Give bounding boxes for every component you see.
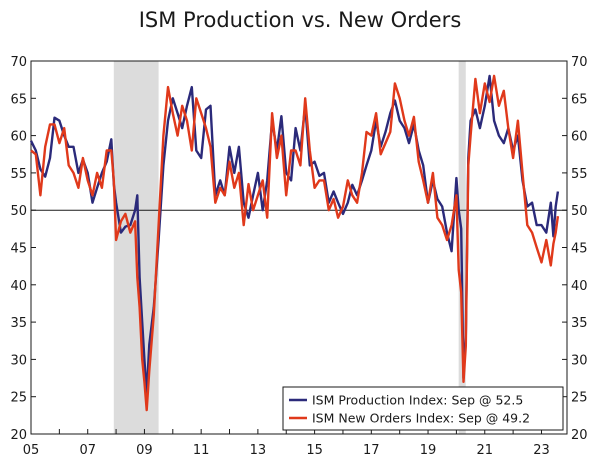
legend-label-1: ISM New Orders Index: Sep @ 49.2: [312, 411, 530, 426]
x-tick-label: 13: [250, 443, 267, 458]
y-axis-right: 20 25 30 35 40 45 50 55 60 65 70: [562, 55, 588, 443]
x-axis: 05 07 09 11 13 15 17 19 21 23: [23, 429, 550, 458]
y-tick-label-left: 20: [10, 428, 27, 443]
plot-frame: [30, 60, 568, 435]
x-tick-label: 19: [420, 443, 437, 458]
y-tick-label-left: 70: [10, 55, 27, 70]
y-tick-label-right: 50: [571, 204, 588, 219]
y-tick-label-left: 55: [10, 167, 27, 182]
y-tick-label-left: 40: [10, 279, 27, 294]
x-tick-label: 05: [23, 443, 40, 458]
x-tick-label: 15: [306, 443, 323, 458]
x-tick-label: 11: [193, 443, 210, 458]
x-tick-label: 21: [476, 443, 493, 458]
y-tick-label-left: 35: [10, 316, 27, 331]
y-tick-label-right: 35: [571, 316, 588, 331]
y-tick-label-left: 65: [10, 92, 27, 107]
series-line-1: [30, 74, 560, 412]
chart-title: ISM Production vs. New Orders: [138, 8, 462, 32]
y-tick-label-right: 30: [571, 353, 588, 368]
y-tick-label-right: 60: [571, 130, 588, 145]
y-tick-label-right: 40: [571, 279, 588, 294]
legend: ISM Production Index: Sep @ 52.5 ISM New …: [282, 386, 564, 431]
legend-box: [282, 386, 564, 431]
y-tick-label-left: 45: [10, 242, 27, 257]
y-tick-label-right: 45: [571, 242, 588, 257]
y-tick-label-left: 60: [10, 130, 27, 145]
y-tick-label-right: 25: [571, 391, 588, 406]
x-tick-label: 23: [533, 443, 550, 458]
x-tick-label: 17: [363, 443, 380, 458]
y-tick-label-left: 30: [10, 353, 27, 368]
y-tick-label-left: 25: [10, 391, 27, 406]
series-lines: [29, 74, 560, 412]
legend-label-0: ISM Production Index: Sep @ 52.5: [312, 393, 523, 408]
y-tick-label-right: 70: [571, 55, 588, 70]
series-line-0: [29, 74, 560, 395]
y-tick-label-right: 55: [571, 167, 588, 182]
y-tick-label-right: 65: [571, 92, 588, 107]
y-axis-left: 20 25 30 35 40 45 50 55 60 65 70: [10, 55, 36, 443]
x-tick-label: 07: [79, 443, 96, 458]
y-tick-label-left: 50: [10, 204, 27, 219]
x-tick-label: 09: [136, 443, 153, 458]
y-tick-label-right: 20: [571, 428, 588, 443]
